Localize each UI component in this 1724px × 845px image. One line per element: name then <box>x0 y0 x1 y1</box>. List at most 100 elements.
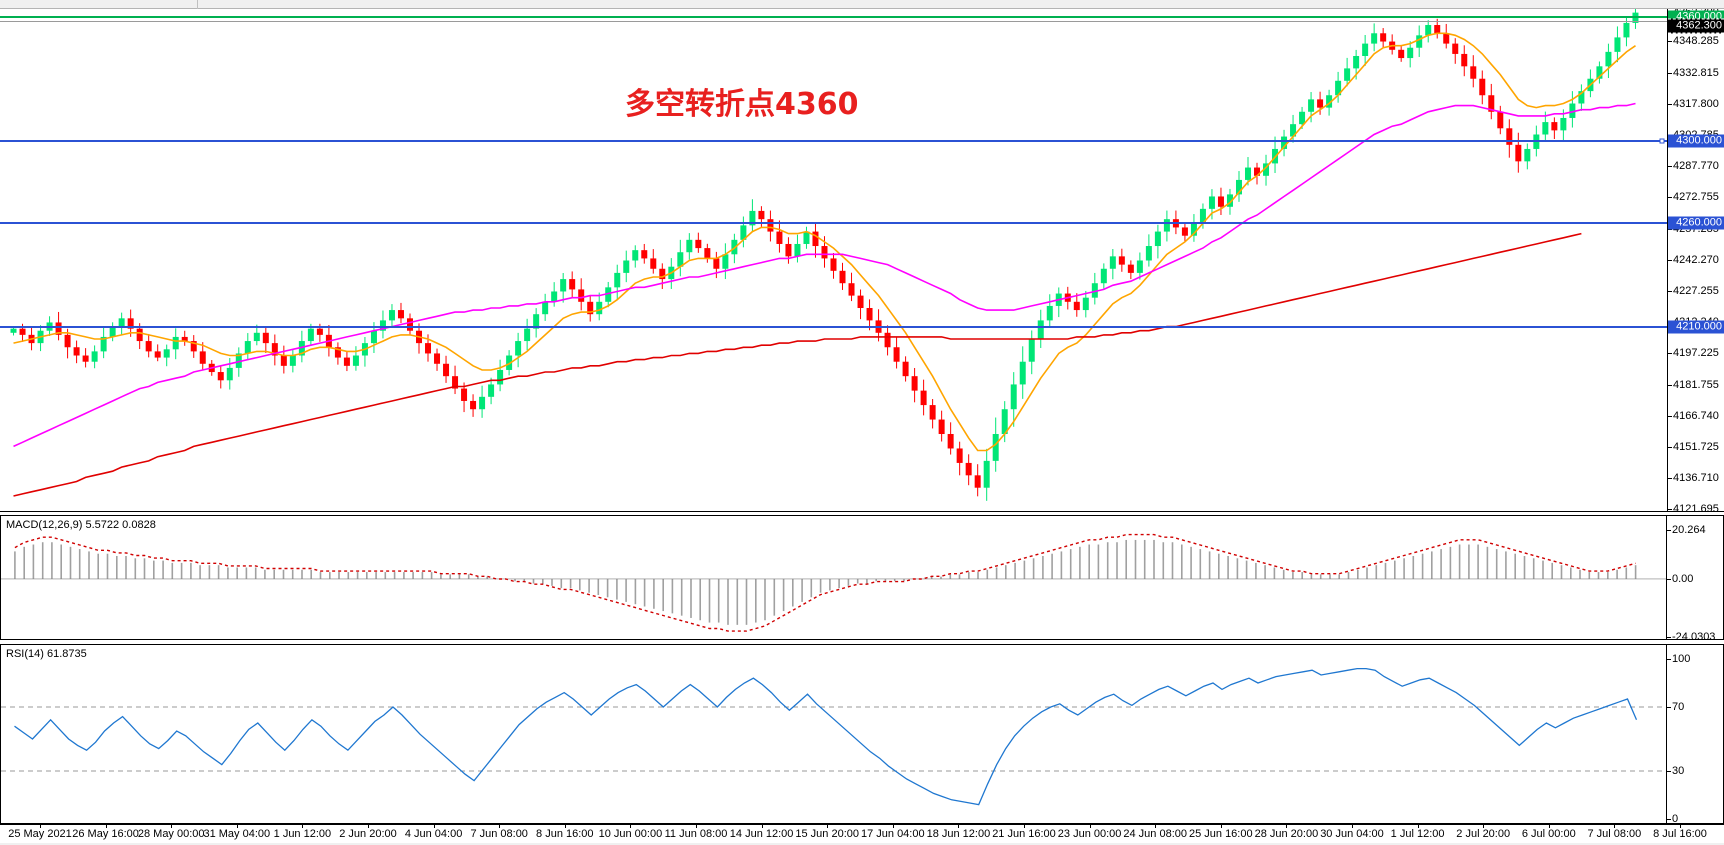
time-axis-label: 25 May 2021 <box>8 828 72 840</box>
price-axis-tick <box>1668 165 1672 167</box>
price-level-handle[interactable] <box>1659 138 1665 144</box>
time-axis-tick <box>1680 825 1681 828</box>
time-axis-tick <box>958 825 960 828</box>
macd-axis: 20.264 0.00 -24.0303 <box>1666 516 1723 639</box>
time-axis-label: 28 May 00:00 <box>137 828 205 840</box>
rsi-axis-tick <box>1667 819 1671 820</box>
price-axis-tick <box>1668 40 1672 42</box>
time-axis-tick <box>761 825 763 828</box>
time-axis-tick <box>1614 825 1616 828</box>
time-axis-tick <box>1286 825 1288 828</box>
price-axis-tick <box>1668 103 1672 105</box>
rsi-axis-tick <box>1667 659 1671 660</box>
time-axis-tick <box>368 825 369 828</box>
time-axis-tick <box>892 825 894 828</box>
time-axis-tick <box>302 825 304 828</box>
price-level-line[interactable] <box>0 15 1667 18</box>
time-axis-label: 6 Jul 00:00 <box>1521 828 1576 840</box>
price-axis-label: 4151.725 <box>1673 440 1719 453</box>
time-axis-label: 21 Jun 16:00 <box>992 828 1056 840</box>
time-axis-label: 11 Jun 08:00 <box>664 828 728 840</box>
time-axis-label: 26 May 16:00 <box>72 828 139 840</box>
price-axis-tick <box>1668 72 1672 74</box>
price-axis-label: 4121.695 <box>1673 503 1719 512</box>
price-axis-tick <box>1668 509 1672 510</box>
time-axis-tick <box>1483 825 1485 828</box>
rsi-plot-area[interactable] <box>1 645 1668 823</box>
price-axis-label: 4227.255 <box>1673 284 1719 297</box>
time-axis-label: 2 Jun 20:00 <box>339 828 397 840</box>
time-axis-tick <box>499 825 501 828</box>
time-axis-label: 8 Jun 16:00 <box>536 828 594 840</box>
macd-axis-tick <box>1667 530 1671 531</box>
time-axis-label: 28 Jun 20:00 <box>1254 828 1319 840</box>
price-axis-label: 4317.800 <box>1673 97 1719 110</box>
time-axis-tick <box>1352 825 1353 828</box>
time-axis-label: 15 Jun 20:00 <box>795 828 859 840</box>
rsi-caption: RSI(14) 61.8735 <box>6 648 87 660</box>
time-axis-tick <box>1024 825 1025 828</box>
time-axis-tick <box>564 825 566 828</box>
price-level-tag[interactable]: 4260.000 <box>1668 216 1724 230</box>
macd-axis-tick <box>1667 578 1671 580</box>
macd-caption: MACD(12,26,9) 5.5722 0.0828 <box>6 519 156 531</box>
price-level-line[interactable] <box>0 222 1667 225</box>
price-panel: 多空转折点4360 4362.3004348.285 4332.815 4317.8… <box>0 9 1724 512</box>
time-axis-label: 2 Jul 20:00 <box>1456 828 1511 840</box>
macd-plot-area[interactable] <box>1 516 1668 639</box>
time-axis-label: 10 Jun 00:00 <box>598 828 663 840</box>
time-axis-label: 7 Jul 08:00 <box>1587 828 1642 840</box>
time-axis-label: 30 Jun 04:00 <box>1320 828 1384 840</box>
time-axis-label: 4 Jun 04:00 <box>404 828 463 840</box>
price-axis-tick <box>1668 477 1672 479</box>
price-axis-tick <box>1668 290 1672 292</box>
price-level-tag[interactable]: 4210.000 <box>1668 320 1724 334</box>
toolbar-divider <box>197 0 198 9</box>
price-axis-label: 4181.755 <box>1673 378 1719 391</box>
time-axis-tick <box>1220 825 1222 828</box>
rsi-panel: RSI(14) 61.8735 100 70 30 0 <box>0 644 1724 824</box>
time-axis[interactable]: 25 May 2021 26 May 16:00 28 May 00:00 31 Ma… <box>0 824 1724 845</box>
time-axis-tick <box>1155 825 1157 828</box>
macd-axis-tick <box>1667 637 1671 638</box>
time-axis-label: 31 May 04:00 <box>203 828 271 840</box>
macd-axis-label: 0.00 <box>1672 572 1694 585</box>
price-axis-tick <box>1668 446 1672 448</box>
price-axis-label: 4287.770 <box>1673 159 1719 172</box>
macd-axis-label: 20.264 <box>1672 524 1706 536</box>
price-axis-label: 4332.815 <box>1673 66 1719 79</box>
price-axis-label: 4348.285 <box>1673 34 1719 47</box>
rsi-axis-label: 70 <box>1672 701 1685 713</box>
price-axis[interactable]: 4362.3004348.2854332.8154317.8004302.785… <box>1667 9 1724 511</box>
time-axis-label: 14 Jun 12:00 <box>729 828 794 840</box>
time-axis-tick <box>236 825 238 828</box>
time-axis-tick <box>1089 825 1091 828</box>
time-axis-tick <box>630 825 632 828</box>
time-axis-tick <box>1417 825 1419 828</box>
window-top-strip <box>0 0 1724 9</box>
macd-panel: MACD(12,26,9) 5.5722 0.0828 20.264 0.00 -2… <box>0 515 1724 640</box>
rsi-axis-label: 30 <box>1672 765 1685 777</box>
current-price-tag: 4362.300 <box>1668 18 1724 34</box>
time-axis-tick <box>105 825 107 828</box>
macd-svg <box>1 533 1668 632</box>
macd-axis-label: -24.0303 <box>1672 631 1716 640</box>
time-axis-tick <box>827 825 829 828</box>
price-axis-label: 4197.225 <box>1673 346 1719 359</box>
time-axis-tick <box>171 825 173 828</box>
price-axis-tick <box>1668 384 1672 386</box>
price-level-line[interactable] <box>0 325 1667 328</box>
time-axis-label: 1 Jun 12:00 <box>273 828 332 840</box>
price-axis-label: 4166.740 <box>1673 409 1719 422</box>
price-level-line[interactable] <box>0 139 1667 142</box>
rsi-axis-label: 100 <box>1672 653 1691 665</box>
price-axis-tick <box>1668 415 1672 417</box>
time-axis-label: 25 Jun 16:00 <box>1188 828 1253 840</box>
rsi-axis-label: 0 <box>1672 813 1679 824</box>
status-bar <box>0 843 1724 845</box>
time-axis-label: 17 Jun 04:00 <box>860 828 925 840</box>
time-axis-label: 24 Jun 08:00 <box>1123 828 1187 840</box>
price-level-tag[interactable]: 4300.000 <box>1668 134 1724 148</box>
time-axis-tick <box>433 825 435 828</box>
